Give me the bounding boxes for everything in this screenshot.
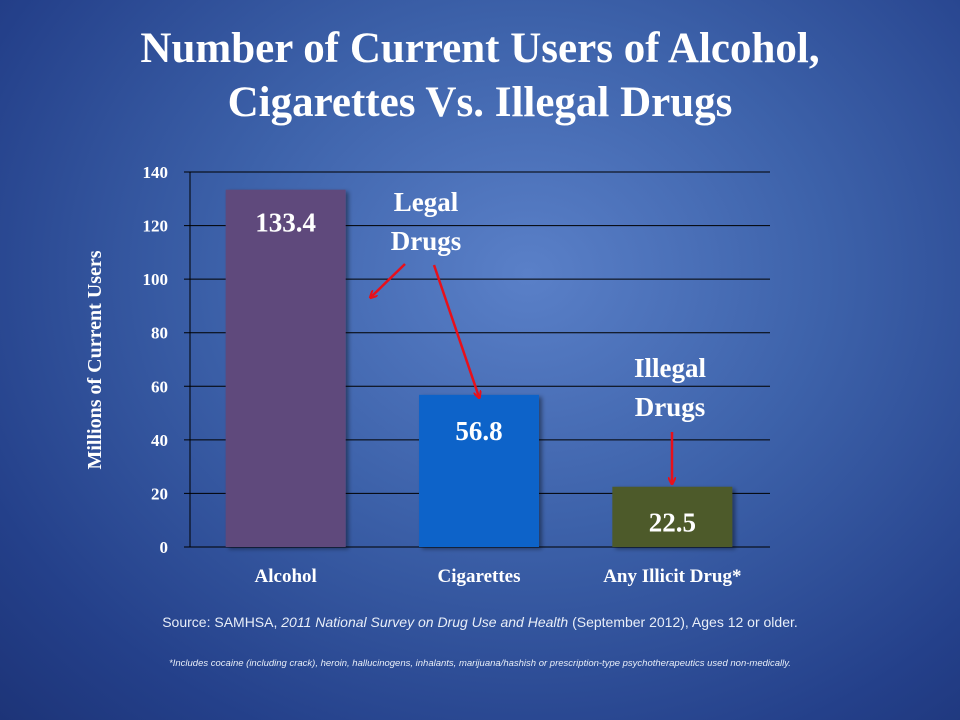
source-prefix: Source: SAMHSA, [162,614,282,630]
annotation-line2: Drugs [391,226,462,256]
y-tick-label: 120 [143,217,169,236]
data-label: 56.8 [455,416,502,446]
annotation-line1: Legal [394,187,459,217]
y-tick-label: 20 [151,484,168,503]
annotation-line2: Drugs [635,392,706,422]
y-tick-label: 80 [151,324,168,343]
x-tick-label: Alcohol [255,566,317,587]
bar-0 [225,189,346,547]
y-axis-label: Millions of Current Users [84,250,106,469]
bar-2 [612,486,733,547]
annotation-line1: Illegal [634,353,706,383]
source-citation: Source: SAMHSA, 2011 National Survey on … [0,614,960,630]
footnote: *Includes cocaine (including crack), her… [169,658,791,669]
source-suffix: (September 2012), Ages 12 or older. [568,614,798,630]
y-tick-label: 140 [143,163,169,182]
annotation-arrow [432,264,479,397]
annotation-arrow [371,263,406,297]
data-label: 22.5 [649,508,696,538]
y-tick-label: 100 [143,270,169,289]
x-tick-label: Cigarettes [437,566,520,587]
slide-title: Number of Current Users of Alcohol, Ciga… [0,22,960,130]
bar-1 [419,394,539,547]
x-tick-label: Any Illicit Drug* [603,566,741,587]
title-line-1: Number of Current Users of Alcohol, [140,25,820,72]
title-line-2: Cigarettes Vs. Illegal Drugs [227,79,733,126]
y-tick-label: 0 [160,538,169,557]
y-tick-label: 60 [151,377,168,396]
source-title: 2011 National Survey on Drug Use and Hea… [281,614,569,630]
y-tick-label: 40 [151,431,168,450]
data-label: 133.4 [255,208,316,238]
